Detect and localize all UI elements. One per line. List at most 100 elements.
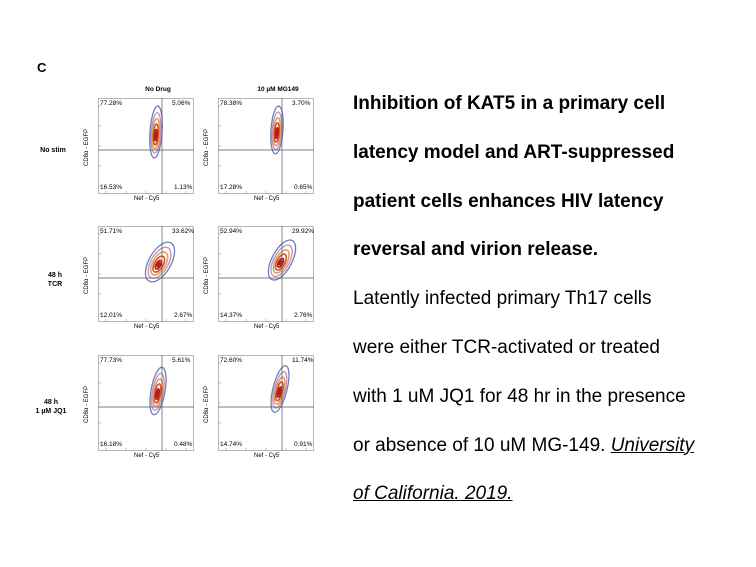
x-axis-label: Nef - Cy5 bbox=[254, 453, 280, 459]
contour-density bbox=[149, 105, 163, 159]
quadrant-upper-left-percent: 78.38% bbox=[220, 100, 243, 107]
caption-body-line-2: were either TCR-activated or treated bbox=[353, 336, 660, 358]
contour-level-1 bbox=[270, 365, 290, 413]
flow-plot-r1-c2: 78.38% 3.70% 17.28% 0.65% Nef - Cy5 CD8α - EG… bbox=[204, 98, 314, 202]
quadrant-lower-left-percent: 12.01% bbox=[100, 312, 123, 319]
contour-core bbox=[155, 261, 162, 268]
row-header-no-stim: No stim bbox=[40, 147, 66, 154]
contour-level-3 bbox=[149, 251, 169, 276]
x-axis-label: Nef - Cy5 bbox=[254, 324, 280, 330]
quadrant-lower-left-percent: 16.18% bbox=[100, 441, 123, 448]
caption-title-line-2: latency model and ART-suppressed bbox=[353, 141, 675, 163]
contour-level-5 bbox=[154, 388, 161, 401]
contour-density bbox=[270, 365, 290, 413]
contour-level-4 bbox=[152, 255, 166, 273]
column-header-no-drug: No Drug bbox=[145, 86, 171, 93]
plot-frame bbox=[218, 226, 314, 322]
quadrant-upper-right-percent: 29.92% bbox=[292, 228, 315, 235]
contour-level-5 bbox=[276, 257, 285, 268]
plot-canvas bbox=[98, 355, 194, 451]
caption-body-line-3: with 1 uM JQ1 for 48 hr in the presence bbox=[353, 385, 686, 407]
quadrant-lower-left-percent: 17.28% bbox=[220, 184, 243, 191]
plot-frame bbox=[218, 355, 314, 451]
contour-density bbox=[270, 105, 284, 155]
quadrant-lower-right-percent: 1.13% bbox=[174, 184, 193, 191]
x-axis-label: Nef - Cy5 bbox=[134, 196, 160, 202]
caption-title-line-1: Inhibition of KAT5 in a primary cell bbox=[353, 93, 666, 114]
quadrant-lower-right-percent: 0.48% bbox=[174, 441, 193, 448]
figure-caption: Inhibition of KAT5 in a primary cell lat… bbox=[353, 80, 753, 519]
plot-frame bbox=[98, 355, 194, 451]
x-axis-label: Nef - Cy5 bbox=[134, 453, 160, 459]
y-axis-label: CD8α - EGFP bbox=[84, 256, 90, 294]
caption-title-line-3: patient cells enhances HIV latency bbox=[353, 190, 664, 212]
contour-core bbox=[155, 390, 159, 398]
quadrant-lower-right-percent: 2.76% bbox=[294, 312, 313, 319]
quadrant-lower-right-percent: 0.91% bbox=[294, 441, 313, 448]
contour-level-5 bbox=[153, 128, 158, 142]
contour-level-2 bbox=[150, 372, 165, 411]
contour-level-4 bbox=[273, 122, 281, 143]
quadrant-upper-left-percent: 72.60% bbox=[220, 357, 243, 364]
y-axis-label: CD8α - EGFP bbox=[204, 128, 210, 166]
y-axis-label: CD8α - EGFP bbox=[84, 385, 90, 423]
contour-core bbox=[277, 388, 281, 396]
source-link[interactable]: University bbox=[610, 434, 695, 456]
contour-level-2 bbox=[270, 244, 293, 278]
plot-canvas bbox=[218, 98, 314, 194]
plot-canvas bbox=[218, 226, 314, 322]
contour-density bbox=[144, 241, 176, 283]
y-axis-label: CD8α - EGFP bbox=[204, 385, 210, 423]
quadrant-lower-left-percent: 14.74% bbox=[220, 441, 243, 448]
y-axis-label: CD8α - EGFP bbox=[204, 256, 210, 294]
contour-level-1 bbox=[144, 241, 176, 283]
caption-title-line-4: reversal and virion release. bbox=[353, 239, 599, 261]
plot-frame bbox=[218, 98, 314, 194]
flow-plot-r2-c2: 52.94% 29.92% 14.37% 2.76% Nef - Cy5 CD8α - E… bbox=[204, 226, 315, 330]
quadrant-upper-left-percent: 52.94% bbox=[220, 228, 243, 235]
quadrant-upper-right-percent: 11.74% bbox=[292, 357, 314, 364]
caption-body-line-1: Latently infected primary Th17 cells bbox=[353, 288, 652, 310]
contour-level-3 bbox=[272, 249, 290, 274]
plot-frame bbox=[98, 98, 194, 194]
quadrant-lower-left-percent: 14.37% bbox=[220, 312, 243, 319]
source-link-continued[interactable]: of California. 2019. bbox=[353, 483, 513, 505]
contour-level-4 bbox=[153, 383, 162, 404]
contour-density bbox=[149, 366, 167, 416]
contour-level-3 bbox=[273, 376, 286, 405]
plot-canvas bbox=[218, 355, 314, 451]
x-axis-label: Nef - Cy5 bbox=[254, 196, 280, 202]
contour-level-1 bbox=[270, 105, 284, 155]
flow-plot-r1-c1: 77.28% 5.06% 16.53% 1.13% Nef - Cy5 CD8α - EG… bbox=[84, 98, 194, 202]
quadrant-lower-left-percent: 16.53% bbox=[100, 184, 123, 191]
contour-level-5 bbox=[154, 259, 163, 270]
panel-label: C bbox=[37, 60, 47, 75]
contour-level-3 bbox=[272, 116, 282, 147]
y-axis-label: CD8α - EGFP bbox=[84, 128, 90, 166]
contour-core bbox=[275, 129, 279, 137]
quadrant-upper-left-percent: 77.73% bbox=[100, 357, 123, 364]
contour-level-4 bbox=[274, 253, 288, 271]
contour-level-1 bbox=[267, 239, 297, 281]
contour-level-2 bbox=[147, 246, 172, 279]
contour-level-5 bbox=[276, 386, 283, 398]
plot-canvas bbox=[98, 226, 194, 322]
quadrant-upper-left-percent: 51.71% bbox=[100, 228, 123, 235]
row-header-tcr: 48 h TCR bbox=[47, 272, 63, 288]
flow-plot-r3-c2: 72.60% 11.74% 14.74% 0.91% Nef - Cy5 CD8α - E… bbox=[204, 355, 314, 459]
contour-level-3 bbox=[151, 117, 161, 150]
quadrant-upper-right-percent: 33.62% bbox=[172, 228, 195, 235]
quadrant-lower-right-percent: 0.65% bbox=[294, 184, 313, 191]
contour-level-2 bbox=[271, 111, 283, 151]
contour-level-2 bbox=[150, 111, 162, 154]
flow-plot-r3-c1: 77.73% 5.61% 16.18% 0.48% Nef - Cy5 CD8α - EG… bbox=[84, 355, 194, 459]
x-axis-label: Nef - Cy5 bbox=[134, 324, 160, 330]
row-header-jq1: 48 h 1 µM JQ1 bbox=[35, 399, 67, 415]
contour-core bbox=[154, 131, 158, 139]
quadrant-lower-right-percent: 2.67% bbox=[174, 312, 193, 319]
quadrant-upper-right-percent: 3.70% bbox=[292, 100, 311, 107]
quadrant-upper-left-percent: 77.28% bbox=[100, 100, 123, 107]
quadrant-upper-right-percent: 5.61% bbox=[172, 357, 191, 364]
contour-level-2 bbox=[272, 370, 288, 409]
plot-canvas bbox=[98, 98, 194, 194]
